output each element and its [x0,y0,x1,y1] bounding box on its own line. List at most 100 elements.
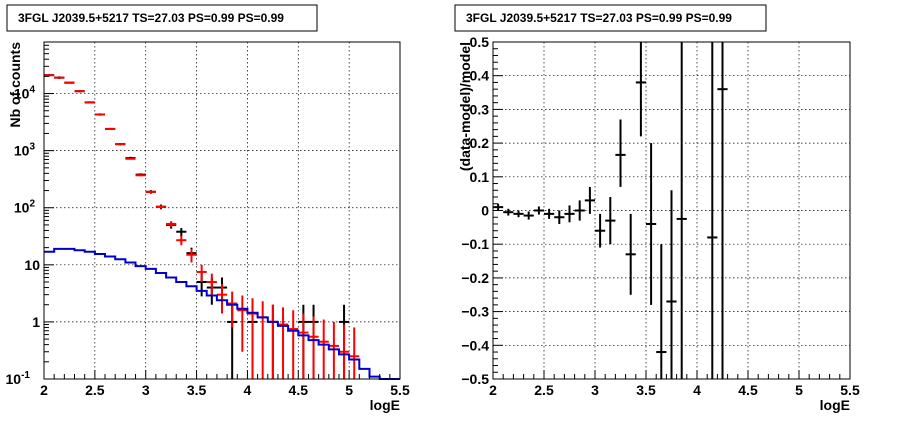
residual-data-point [646,143,657,305]
counts-data-point [288,310,299,379]
counts-x-tick-label: 5 [345,382,353,398]
residual-title: 3FGL J2039.5+5217 TS=27.03 PS=0.99 PS=0.… [466,11,732,25]
residual-title-box [454,4,767,32]
residual-y-tick-label: −0.3 [461,304,489,320]
counts-data-point [186,248,197,263]
residual-x-tick-label: 2.5 [534,382,554,398]
residual-x-tick-label: 4 [693,382,701,398]
residual-data-point [493,203,504,211]
counts-x-tick-label: 2 [40,382,48,398]
counts-x-tick-label: 2.5 [85,382,105,398]
counts-grid [44,42,400,379]
residual-data-point [533,206,544,215]
counts-data-point [54,76,65,79]
counts-y-tick-label: 103 [14,142,36,159]
residual-x-tick-label: 5.5 [840,382,860,398]
counts-x-axis-title: logE [370,397,400,413]
counts-data-point [155,205,167,209]
residual-x-tick-label: 2 [489,382,497,398]
residual-data-point [564,205,575,223]
counts-plot-frame [43,41,401,380]
counts-data-point [176,235,187,246]
residual-y-axis-title: (data-model)/model [457,42,473,171]
residual-x-tick-label: 5 [795,382,803,398]
counts-x-tick-label: 3.5 [187,382,207,398]
residual-grid [493,42,850,379]
residual-plot-frame [492,41,851,380]
counts-data-point [206,273,217,295]
residual-y-tick-label: 0.1 [470,169,490,185]
residual-data-point [717,42,728,379]
counts-data-point [349,327,360,379]
residual-x-tick-label: 3 [591,382,599,398]
counts-y-tick-label: 1 [32,314,40,330]
counts-data-point [115,143,126,146]
counts-x-tick-label: 3 [142,382,150,398]
residual-data-point [574,200,585,221]
counts-data-point [125,157,136,160]
counts-panel: 3FGL J2039.5+5217 TS=27.03 PS=0.99 PS=0.… [6,4,410,413]
counts-marks [44,74,400,380]
residual-data-point [513,210,524,218]
residual-data-point [605,197,616,245]
counts-data-point [64,81,75,84]
residual-panel: 3FGL J2039.5+5217 TS=27.03 PS=0.99 PS=0.… [454,4,860,413]
counts-data-point [216,284,228,314]
residual-data-point [554,210,565,224]
residual-data-point [707,42,718,379]
residual-y-tick-label: 0.5 [470,34,490,50]
counts-data-point [227,291,238,328]
residual-ticks: 2 2.5 3 3.5 4 4.5 5 5.5 −0.5 −0.4 −0.3 −0.2 −0.1 0 0.1… [461,34,860,398]
counts-data-point [298,313,309,379]
residual-y-tick-label: −0.4 [461,337,489,353]
residual-data-point [584,186,595,214]
residual-data-point [656,244,667,379]
residual-data-point [595,213,606,248]
residual-marks [493,42,728,379]
counts-y-tick-label: 102 [14,199,36,216]
residual-y-tick-label: 0.2 [470,135,490,151]
residual-y-tick-label: −0.2 [461,270,489,286]
counts-data-point [237,295,248,352]
counts-data-point [176,228,187,236]
counts-data-point [277,307,289,379]
residual-data-point [615,119,626,187]
residual-data-point [676,42,687,379]
counts-y-axis-title: Nb of counts [7,42,23,128]
counts-data-point [267,304,278,379]
residual-data-point [635,42,646,137]
counts-data-point [74,90,85,93]
counts-data-point [135,174,146,177]
residual-y-tick-label: −0.1 [461,236,489,252]
counts-data-point [105,127,116,130]
counts-data-point [44,74,55,77]
counts-x-tick-label: 4 [244,382,252,398]
counts-data-point [166,221,177,227]
counts-title-box [6,4,318,32]
counts-data-point [257,301,268,379]
counts-data-point [318,319,329,379]
counts-data-point [145,190,156,194]
counts-data-point [338,324,350,379]
counts-x-tick-label: 5.5 [390,382,410,398]
residual-x-axis-title: logE [820,397,850,413]
counts-data-point [84,101,95,104]
counts-data-point [247,298,258,379]
residual-data-point [523,211,534,220]
residual-y-tick-label: 0.4 [470,68,490,84]
counts-data-point [308,316,319,379]
residual-data-point [666,190,677,379]
counts-data-point [196,264,207,283]
counts-data-point [328,321,339,379]
residual-data-point [625,213,636,295]
residual-data-point [503,208,514,216]
counts-y-tick-label: 10-1 [6,370,31,387]
counts-y-tick-label: 10 [24,257,40,273]
residual-y-tick-label: 0 [481,203,489,219]
residual-y-tick-label: −0.5 [461,371,489,387]
residual-y-tick-label: 0.3 [470,101,490,117]
counts-title: 3FGL J2039.5+5217 TS=27.03 PS=0.99 PS=0.… [18,11,284,25]
